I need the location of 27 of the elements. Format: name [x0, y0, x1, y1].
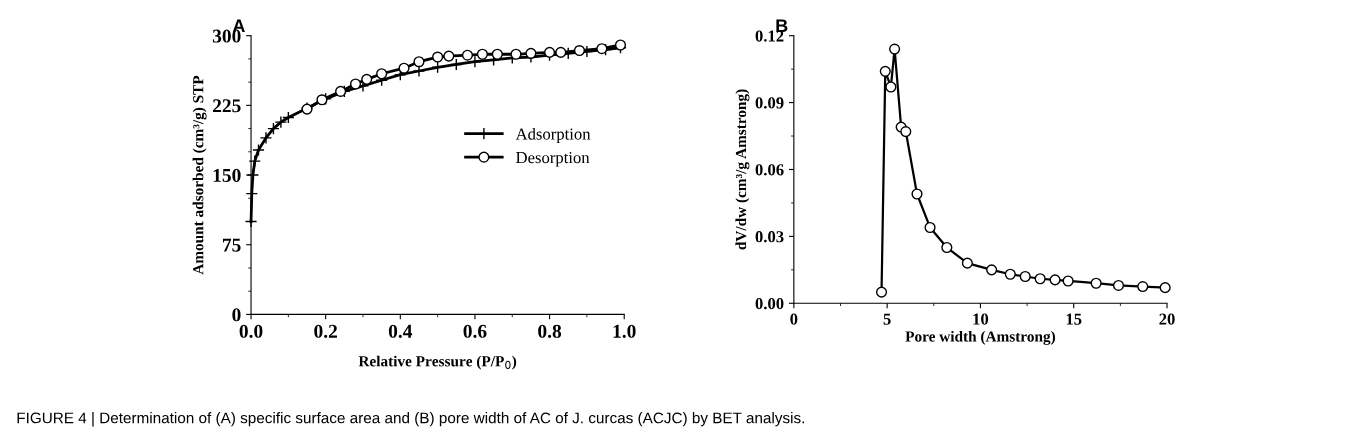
- x-tick-label: 5: [883, 313, 891, 325]
- y-axis-title: Amount adsorbed (cm³/g) STP: [192, 75, 207, 275]
- x-tick-label: 10: [973, 313, 989, 325]
- x-tick-label: 1.0: [613, 324, 636, 338]
- y-tick-label: 0.09: [755, 97, 784, 109]
- x-tick-label: 0.8: [538, 324, 562, 338]
- y-tick-label: 225: [212, 99, 241, 113]
- legend-label: Desorption: [516, 151, 590, 167]
- x-tick-label: 0: [790, 313, 798, 325]
- y-tick-label: 0.03: [755, 231, 784, 243]
- y-tick-label: 75: [222, 238, 241, 252]
- x-axis-title: Pore width (Amstrong): [905, 330, 1056, 345]
- x-tick-label: 0.2: [314, 324, 337, 338]
- x-tick-label: 20: [1159, 313, 1175, 325]
- x-tick-label: 15: [1066, 313, 1082, 325]
- x-axis-title: Relative Pressure (P/P$_{0}$): [358, 355, 517, 370]
- y-axis-title: dV/dw (cm³/g Amstrong): [735, 89, 750, 250]
- y-tick-label: 0.12: [755, 30, 784, 42]
- caption: FIGURE 4 | Determination of (A) specific surface area and (B) pore width of AC of J. curcas (ACJC) by BET analysis.: [17, 412, 804, 427]
- x-tick-label: 0.4: [388, 324, 413, 338]
- chart-title: B: [776, 19, 788, 32]
- y-tick-label: 0.00: [755, 297, 784, 310]
- x-tick-label: 0.0: [239, 324, 263, 338]
- y-tick-label: 150: [213, 168, 241, 182]
- legend-label: Adsorption: [515, 127, 591, 144]
- x-tick-label: 0.6: [463, 324, 487, 338]
- y-tick-label: 0.06: [755, 164, 784, 176]
